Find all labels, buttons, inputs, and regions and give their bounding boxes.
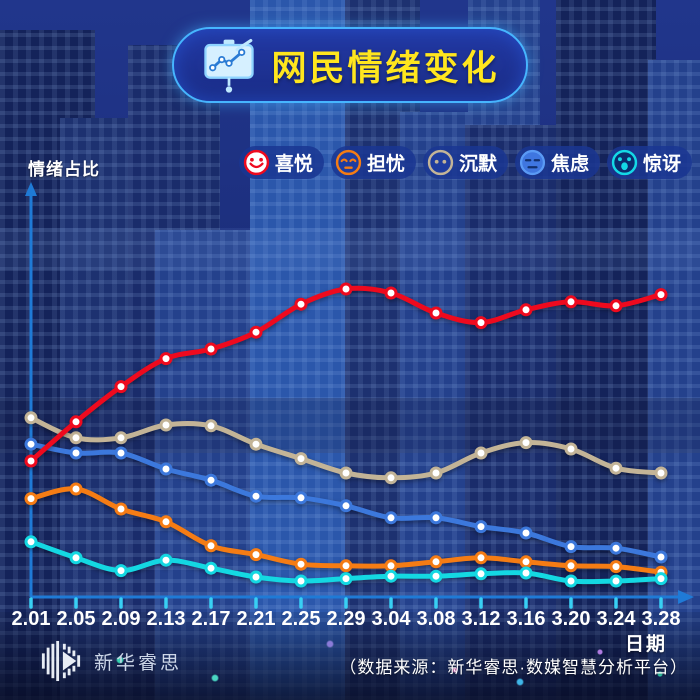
series-担忧: [24, 482, 668, 579]
legend-item-silence: 沉默: [422, 146, 508, 179]
series-沉默: [24, 411, 668, 485]
legend-item-anxiety: 焦虑: [514, 146, 600, 179]
legend-label: 喜悦: [274, 154, 313, 175]
silence-face-icon: [427, 149, 454, 176]
brand-name: 新华睿思: [94, 652, 183, 674]
x-axis-title: 日期: [624, 634, 667, 655]
x-tick-label: 2.21: [237, 608, 276, 630]
x-tick-label: 3.20: [552, 608, 591, 630]
legend-item-worry: 担忧: [330, 146, 416, 179]
legend-item-surprise: 惊讶: [606, 146, 692, 179]
xinhua-ruisi-logo-icon: [41, 640, 81, 682]
surprise-face-icon: [611, 149, 638, 176]
x-tick-label: 2.13: [147, 608, 186, 630]
legend-label: 惊讶: [642, 154, 681, 175]
page-title: 网民情绪变化: [271, 48, 500, 88]
legend-label: 焦虑: [550, 154, 589, 175]
data-source-note: （数据来源：新华睿思·数媒智慧分析平台）: [339, 658, 688, 677]
series-喜悦: [24, 282, 668, 468]
x-tick-label: 3.12: [462, 608, 501, 630]
background-building: [556, 0, 656, 700]
x-tick-label: 3.04: [372, 608, 412, 630]
x-tick-label: 2.09: [102, 608, 141, 630]
presentation-chart-icon: [204, 38, 255, 93]
series-惊讶: [24, 535, 668, 588]
x-tick-label: 2.29: [327, 608, 366, 630]
y-axis-title: 情绪占比: [28, 160, 100, 179]
background-building: [60, 118, 140, 700]
anxiety-face-icon: [519, 149, 546, 176]
background-shade-band: [0, 398, 700, 453]
legend-label: 担忧: [366, 154, 405, 175]
legend-item-joy: 喜悦: [238, 146, 324, 179]
joy-face-icon: [243, 149, 270, 176]
x-tick-label: 2.25: [282, 608, 321, 630]
x-tick-label: 2.05: [57, 608, 96, 630]
street-lights-strip: [0, 612, 700, 700]
x-tick-label: 2.01: [12, 608, 51, 630]
x-tick-label: 3.28: [642, 608, 681, 630]
series-焦虑: [24, 437, 668, 564]
chart-legend: 喜悦 担忧 沉默 焦虑: [238, 146, 692, 179]
brand-block: 新华睿思: [40, 640, 182, 682]
background-haze-band: [0, 228, 700, 270]
x-tick-label: 3.24: [597, 608, 637, 630]
title-banner: 网民情绪变化: [172, 27, 528, 103]
worry-face-icon: [335, 149, 362, 176]
legend-label: 沉默: [458, 154, 497, 175]
x-tick-label: 3.16: [507, 608, 546, 630]
x-tick-label: 3.08: [417, 608, 456, 630]
x-tick-label: 2.17: [192, 608, 231, 630]
